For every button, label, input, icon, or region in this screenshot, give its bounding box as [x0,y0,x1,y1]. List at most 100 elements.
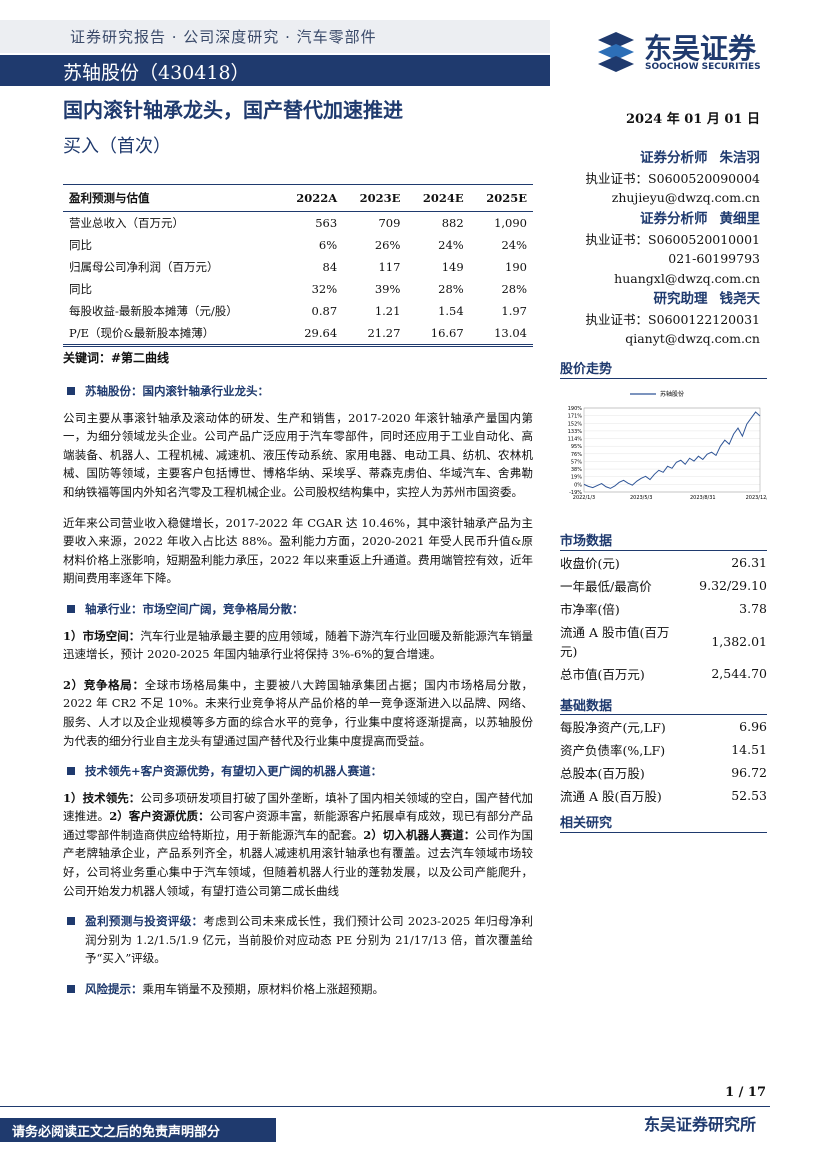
table-row: 每股收益-最新股本摊薄（元/股） 0.87 1.21 1.54 1.97 [63,300,533,322]
analyst-name: 黄细里 [719,210,761,227]
cell: 709 [378,216,401,230]
cell: 149 [441,260,464,274]
logo-icon [598,32,634,72]
cell: 28% [438,282,464,296]
cell: 24% [438,238,464,252]
y-tick-label: 38% [571,467,582,473]
y-tick-label: 76% [571,452,582,458]
cell: 0.87 [311,304,338,318]
kv-label: 每股净资产(元,LF) [560,720,666,735]
analysts: 证券分析师 朱洁羽执业证书：S0600520090004 zhujieyu@dwzq… [586,147,760,349]
analyst-line: qianyt@dwzq.com.cn [625,331,760,347]
run: 公司多项研发项目打破了国外垄断，填补了国内相关领域的空白，国产替代加速推进。 [63,790,533,824]
cell: 1.97 [501,304,527,318]
rating: 买入（首次） [63,136,171,157]
basic-table: 每股净资产(元,LF) 6.96 资产负债率(%,LF) 14.51 总股本(百万股) 9… [560,714,767,807]
y-tick-label: 19% [571,475,582,481]
paragraph: 1）市场空间：汽车行业是轴承最主要的应用领域，随着下游汽车行业回暖及新能源汽车销… [63,627,533,664]
category-band [0,20,550,53]
section-text: 乘用车销量不及预期，原材料价格上涨超预期。 [142,982,385,997]
x-tick-label: 2023/8/31 [690,495,716,501]
table-row: 营业总收入（百万元） 563 709 882 1,090 [63,212,533,235]
cell: 同比 [69,282,92,296]
y-tick-label: 0% [574,482,582,488]
kv-row: 收盘价(元) 26.31 [560,551,767,575]
analyst-line: 执业证书：S0600520090004 [585,171,760,186]
cell: 21.27 [343,322,407,345]
table-row: 归属母公司净利润（百万元） 84 117 149 190 [63,256,533,278]
paragraph: 1）技术领先：公司多项研发项目打破了国外垄断，填补了国内相关领域的空白，国产替代… [63,789,533,901]
analyst-line: 执业证书：S0600122120031 [585,312,760,328]
headline: 国内滚针轴承龙头，国产替代加速推进 [63,98,403,122]
kv-value: 1,382.01 [711,633,767,649]
cell: 13.04 [469,322,533,345]
kv-row: 总市值(百万元) 2,544.70 [560,662,767,685]
section-heading: 轴承行业：市场空间广阔，竞争格局分散： [63,600,533,619]
cell: 营业总收入（百万元） [69,216,184,230]
institute: 东吴证券研究所 [643,1115,756,1134]
kv-row: 流通 A 股市值(百万元) 1,382.01 [560,620,767,662]
price-chart: -19% 0%19% 38% 57%76% 95%114% 133% 152%171% 190… [568,390,767,501]
table-row: 同比 32% 39% 28% 28% [63,278,533,300]
section-heading: 盈利预测与投资评级： [85,914,204,929]
run: 1）市场空间： [63,628,141,643]
rule [560,378,767,379]
kv-row: 一年最低/最高价 9.32/29.10 [560,574,767,597]
cell: 1.21 [374,304,401,318]
inline-section: 风险提示：乘用车销量不及预期，原材料价格上涨超预期。 [63,980,533,999]
disclaimer: 请务必阅读正文之后的免责声明部分 [12,1125,221,1140]
kv-row: 总股本(百万股) 96.72 [560,761,767,784]
date: 2024 年 01 月 01 日 [626,112,760,127]
run: 全球市场格局集中，主要被八大跨国轴承集团占据；国内市场格局分散，2022 年 C… [63,677,533,748]
sections: 苏轴股份：国内滚针轴承行业龙头： 公司主要从事滚针轴承及滚动体的研发、生产和销售，… [63,378,533,1011]
paragraph: 近年来公司营业收入稳健增长，2017-2022 年 CGAR 达 10.46%，… [63,514,533,588]
kv-row: 流通 A 股(百万股) 52.53 [560,784,767,807]
run: 1）技术领先： [63,790,141,805]
header-cell: 盈利预测与估值 [63,184,280,212]
run: 公司客户资源丰富，新能源客户拓展卓有成效，现已有部分产品通过零部件制造商供应给特… [63,809,533,842]
cell: 563 [315,216,338,230]
price-line [583,411,761,489]
section-text: 考虑到公司未来成长性，我们预计公司 2023-2025 年归母净利润分别为 1.… [85,914,533,966]
table-row: 同比 6% 26% 24% 24% [63,234,533,256]
plot-frame [583,407,761,493]
cell: 1,090 [494,216,527,230]
company: 苏轴股份（430418） [63,62,250,84]
kv-value: 52.53 [731,788,767,803]
y-tick-label: 95% [571,444,582,450]
paragraph: 公司主要从事滚针轴承及滚动体的研发、生产和销售，2017-2020 年滚针轴承产… [63,409,533,502]
analyst-line: 021-60199793 [668,251,760,267]
cell: 32% [311,282,338,296]
bullet [67,917,75,926]
header-cell: 2023E [343,184,407,212]
cell: 1.54 [438,304,464,318]
kv-label: 资产负债率(%,LF) [560,743,666,758]
cell: 84 [322,260,338,274]
section-heading: 技术领先+客户资源优势，有望切入更广阔的机器人赛道： [63,762,533,781]
kv-value: 96.72 [731,765,767,780]
x-tick-label: 2022/1/3 [573,495,595,501]
y-tick-label: 190% [568,406,583,412]
run: 汽车行业是轴承最主要的应用领域，随着下游汽车行业回暖及新能源汽车销量迅速增长，预… [63,628,533,662]
keywords: 关键词：#第二曲线 [63,346,533,366]
cell: 39% [374,282,401,296]
cell: 882 [441,216,464,230]
y-tick-label: -19% [569,490,582,496]
cell: 190 [505,260,527,274]
kv-label: 流通 A 股市值(百万元) [560,625,670,659]
section-heading: 风险提示： [85,982,143,997]
y-tick-label: 114% [568,437,583,443]
analyst-title: 研究助理 [653,291,708,308]
run: 公司主要从事滚针轴承及滚动体的研发、生产和销售，2017-2020 年滚针轴承产… [63,410,533,499]
analyst-line: zhujieyu@dwzq.com.cn [611,190,760,206]
run: 公司作为国产老牌轴承企业，产品系列齐全，机器人减速机用滚针轴承也有覆盖。过去汽车… [63,827,533,898]
kv-label: 流通 A 股(百万股) [560,789,662,804]
company-band [0,55,550,86]
forecast-table: 盈利预测与估值 2022A 2023E 2024E 2025E 营业总收入（百万元） 563… [63,184,533,345]
brand-en: SOOCHOW SECURITIES [645,62,761,72]
kv-row: 市净率(倍) 3.78 [560,597,767,620]
kv-label: 市净率(倍) [560,602,620,617]
analyst-head: 证券分析师 朱洁羽 [586,147,760,169]
kv-value: 3.78 [739,601,767,616]
cell: 26% [374,238,401,252]
